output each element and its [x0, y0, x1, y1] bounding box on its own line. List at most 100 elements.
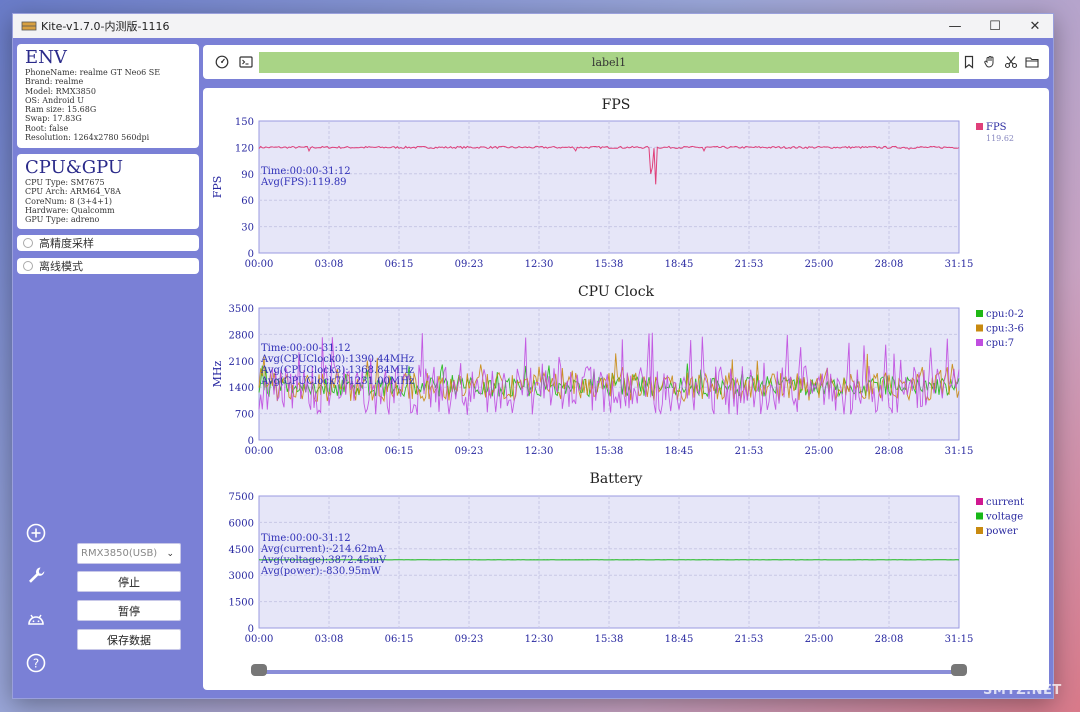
cpu-type: CPU Type: SM7675 — [25, 178, 105, 187]
high-precision-radio[interactable] — [23, 238, 33, 248]
x-tick-label: 15:38 — [595, 634, 624, 645]
hardware: Hardware: Qualcomm — [25, 205, 115, 215]
high-precision-option[interactable]: 高精度采样 — [17, 235, 199, 251]
y-tick-label: 1500 — [229, 598, 254, 609]
env-swap: Swap: 17.83G — [25, 114, 82, 124]
watermark: SMYZ.NET — [983, 683, 1062, 698]
y-tick-label: 2100 — [229, 357, 254, 368]
app-window: Kite-v1.7.0-内测版-1116 — ☐ ✕ ENV PhoneName… — [12, 13, 1054, 699]
x-tick-label: 25:00 — [805, 446, 834, 457]
cpu-gpu-panel: CPU&GPU CPU Type: SM7675 CPU Arch: ARM64… — [17, 154, 199, 229]
wrench-icon[interactable] — [25, 564, 47, 586]
x-tick-label: 31:15 — [945, 634, 974, 645]
x-tick-label: 06:15 — [385, 634, 414, 645]
y-tick-label: 60 — [241, 196, 254, 207]
legend-label: FPS — [986, 122, 1007, 133]
y-tick-label: 0 — [248, 249, 254, 260]
maximize-button[interactable]: ☐ — [989, 18, 1001, 34]
legend-label: voltage — [985, 512, 1023, 523]
android-icon[interactable] — [25, 608, 47, 630]
chart-annotation: Avg(current):-214.62mA — [260, 544, 385, 555]
gauge-icon[interactable] — [214, 54, 230, 70]
x-tick-label: 18:45 — [665, 634, 694, 645]
svg-text:?: ? — [33, 657, 39, 671]
x-tick-label: 28:08 — [875, 634, 904, 645]
env-resolution: Resolution: 1264x2780 560dpi — [25, 133, 150, 143]
folder-icon[interactable] — [1024, 54, 1040, 70]
chart-annotation: Avg(CPUClock3):1368.84MHz — [260, 365, 414, 376]
x-tick-label: 15:38 — [595, 446, 624, 457]
x-tick-label: 31:15 — [945, 446, 974, 457]
legend-swatch — [976, 339, 983, 346]
y-tick-label: 2800 — [229, 330, 254, 341]
x-tick-label: 03:08 — [315, 634, 344, 645]
device-select-value: RMX3850(USB) — [81, 548, 158, 559]
side-rail: ? — [13, 498, 57, 696]
legend-label: cpu:0-2 — [986, 309, 1024, 320]
x-tick-label: 06:15 — [385, 446, 414, 457]
offline-mode-radio[interactable] — [23, 261, 33, 271]
terminal-icon[interactable] — [238, 54, 254, 70]
y-tick-label: 120 — [235, 143, 254, 154]
y-axis-label: MHz — [211, 360, 224, 387]
env-heading: ENV — [25, 47, 67, 68]
x-tick-label: 12:30 — [525, 446, 554, 457]
env-panel: ENV PhoneName: realme GT Neo6 SE Brand: … — [17, 44, 199, 148]
chart-annotation: Time:00:00-31:12 — [261, 166, 351, 177]
legend-swatch — [976, 498, 983, 505]
x-tick-label: 09:23 — [455, 634, 484, 645]
y-tick-label: 3000 — [229, 571, 254, 582]
chart-annotation: Time:00:00-31:12 — [261, 343, 351, 354]
x-tick-label: 25:00 — [805, 259, 834, 270]
env-ram-size: Ram size: 15.68G — [25, 105, 97, 115]
hand-icon[interactable] — [982, 54, 998, 70]
add-icon[interactable] — [25, 522, 47, 544]
time-range-slider[interactable] — [259, 670, 961, 674]
chart-annotation: Avg(CPUClock7):1231.00MHz — [260, 376, 414, 387]
x-tick-label: 15:38 — [595, 259, 624, 270]
y-tick-label: 30 — [241, 223, 254, 234]
env-root: Root: false — [25, 123, 69, 133]
bookmark-icon[interactable] — [961, 54, 977, 70]
x-tick-label: 09:23 — [455, 446, 484, 457]
x-tick-label: 21:53 — [735, 634, 764, 645]
slider-end-handle[interactable] — [951, 664, 967, 676]
help-icon[interactable]: ? — [25, 652, 47, 674]
y-tick-label: 6000 — [229, 518, 254, 529]
legend-swatch — [976, 310, 983, 317]
kite-app-icon — [21, 21, 37, 31]
x-tick-label: 21:53 — [735, 259, 764, 270]
x-tick-label: 12:30 — [525, 259, 554, 270]
chevron-down-icon: ⌄ — [166, 548, 174, 559]
env-phone-name: PhoneName: realme GT Neo6 SE — [25, 68, 161, 77]
env-os: OS: Android U — [25, 95, 84, 105]
env-brand: Brand: realme — [25, 77, 84, 87]
offline-mode-option[interactable]: 离线模式 — [17, 258, 199, 274]
label-field[interactable]: label1 — [259, 52, 959, 73]
x-tick-label: 31:15 — [945, 259, 974, 270]
device-select[interactable]: RMX3850(USB) ⌄ — [77, 543, 181, 564]
core-num: CoreNum: 8 (3+4+1) — [25, 196, 113, 206]
cpu-gpu-heading: CPU&GPU — [25, 157, 124, 178]
x-tick-label: 21:53 — [735, 446, 764, 457]
y-tick-label: 0 — [248, 436, 254, 447]
series-line-cpu-7 — [258, 332, 960, 415]
series-line-fps — [258, 145, 960, 185]
x-tick-label: 06:15 — [385, 259, 414, 270]
scissors-icon[interactable] — [1003, 54, 1019, 70]
chart-annotation: Time:00:00-31:12 — [261, 533, 351, 544]
cpu-arch: CPU Arch: ARM64_V8A — [25, 187, 121, 197]
y-tick-label: 150 — [235, 117, 254, 128]
y-tick-label: 4500 — [229, 545, 254, 556]
save-data-button[interactable]: 保存数据 — [77, 629, 181, 650]
x-tick-label: 25:00 — [805, 634, 834, 645]
chart-annotation: Avg(power):-830.95mW — [260, 566, 382, 577]
high-precision-label: 高精度采样 — [39, 237, 94, 250]
pause-button[interactable]: 暂停 — [77, 600, 181, 621]
charts-canvas: FPS 0 30 60 90 120 150 00:00 03:08 06:15 09:23 12:3… — [211, 97, 1024, 645]
minimize-button[interactable]: — — [948, 18, 962, 34]
y-tick-label: 0 — [248, 624, 254, 635]
close-button[interactable]: ✕ — [1029, 18, 1041, 34]
stop-button[interactable]: 停止 — [77, 571, 181, 592]
slider-start-handle[interactable] — [251, 664, 267, 676]
